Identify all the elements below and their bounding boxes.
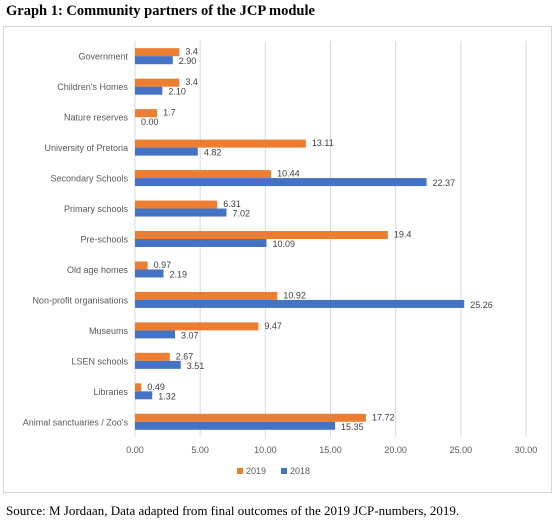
category-label: Animal sanctuaries / Zoo's [23,417,129,427]
x-tick-label: 15.00 [319,445,342,455]
data-label-2018: 22.37 [433,178,456,188]
category-label: Nature reserves [64,113,129,123]
data-label-2019: 10.44 [277,169,300,179]
category-label: Primary schools [64,204,129,214]
bar-2018 [135,147,198,156]
bar-2018 [135,360,181,369]
data-label-2018: 1.32 [158,391,176,401]
category-label: Old age homes [67,265,129,275]
data-label-2018: 3.07 [181,330,199,340]
data-label-2019: 3.4 [185,47,198,57]
data-label-2019: 2.67 [176,351,194,361]
bar-chart: 0.00 5.00 10.00 15.00 20.00 25.00 30.00 Governm… [23,41,538,476]
x-tick-label: 20.00 [384,445,407,455]
bar-2019 [135,48,180,57]
legend-swatch-2018 [281,468,287,474]
data-label-2018: 2.90 [179,56,197,66]
data-label-2018: 10.09 [273,239,296,249]
data-label-2018: 2.10 [168,87,186,97]
bar-2019 [135,322,259,331]
bar-2018 [135,299,465,308]
data-label-2019: 17.72 [372,412,395,422]
bar-2019 [135,139,306,148]
category-label: Government [78,52,128,62]
data-label-2019: 19.4 [394,230,412,240]
bar-2019 [135,109,158,118]
bar-2019 [135,291,278,300]
legend-swatch-2019 [237,468,243,474]
category-label: Secondary Schools [50,174,128,184]
legend-label-2018: 2018 [290,466,310,476]
bar-2018 [135,239,267,247]
data-label-2019: 0.97 [154,260,172,270]
category-label: Children's Homes [57,82,128,92]
bar-2019 [135,383,142,392]
data-label-2019: 0.49 [147,382,165,392]
x-tick-label: 25.00 [450,445,473,455]
bar-2019 [135,231,388,239]
category-label: Non-profit organisations [32,295,128,305]
bar-2018 [135,391,153,400]
data-label-2018: 4.82 [204,148,222,158]
data-label-2018: 0.00 [141,117,159,127]
bar-2019 [135,261,148,270]
bar-2019 [135,200,218,209]
bar-2018 [135,178,427,187]
bar-2018 [135,86,163,95]
data-label-2018: 25.26 [470,300,493,310]
data-label-2019: 13.11 [312,138,334,148]
legend-label-2019: 2019 [246,466,266,476]
data-label-2018: 2.19 [170,269,188,279]
category-label: Libraries [93,387,128,397]
x-tick-label: 10.00 [254,445,277,455]
bar-2018 [135,208,227,217]
bar-2018 [135,269,164,278]
data-label-2018: 3.51 [187,361,205,371]
data-label-2019: 6.31 [223,199,241,209]
category-label: University of Pretoria [44,143,128,153]
category-label: Museums [89,326,129,336]
bar-2019 [135,78,180,87]
source-note: Source: M Jordaan, Data adapted from fin… [6,503,460,518]
chart-frame: 0.00 5.00 10.00 15.00 20.00 25.00 30.00 Governm… [3,26,552,493]
bar-2018 [135,421,336,430]
data-label-2019: 10.92 [283,290,306,300]
bar-2019 [135,352,170,361]
figure-heading: Graph 1: Community partners of the JCP m… [6,3,315,19]
data-label-2018: 7.02 [232,209,250,219]
category-label: Pre-schools [80,235,128,245]
bar-2019 [135,413,366,422]
bar-2018 [135,330,176,339]
x-tick-label: 30.00 [515,445,538,455]
data-label-2019: 3.4 [185,77,198,87]
x-tick-label: 0.00 [126,445,144,455]
data-label-2019: 1.7 [163,108,176,118]
category-label: LSEN schools [71,356,128,366]
x-tick-label: 5.00 [191,445,209,455]
data-label-2019: 9.47 [264,321,282,331]
data-label-2018: 15.35 [341,422,364,432]
bar-2018 [135,56,173,65]
bar-2019 [135,170,272,179]
